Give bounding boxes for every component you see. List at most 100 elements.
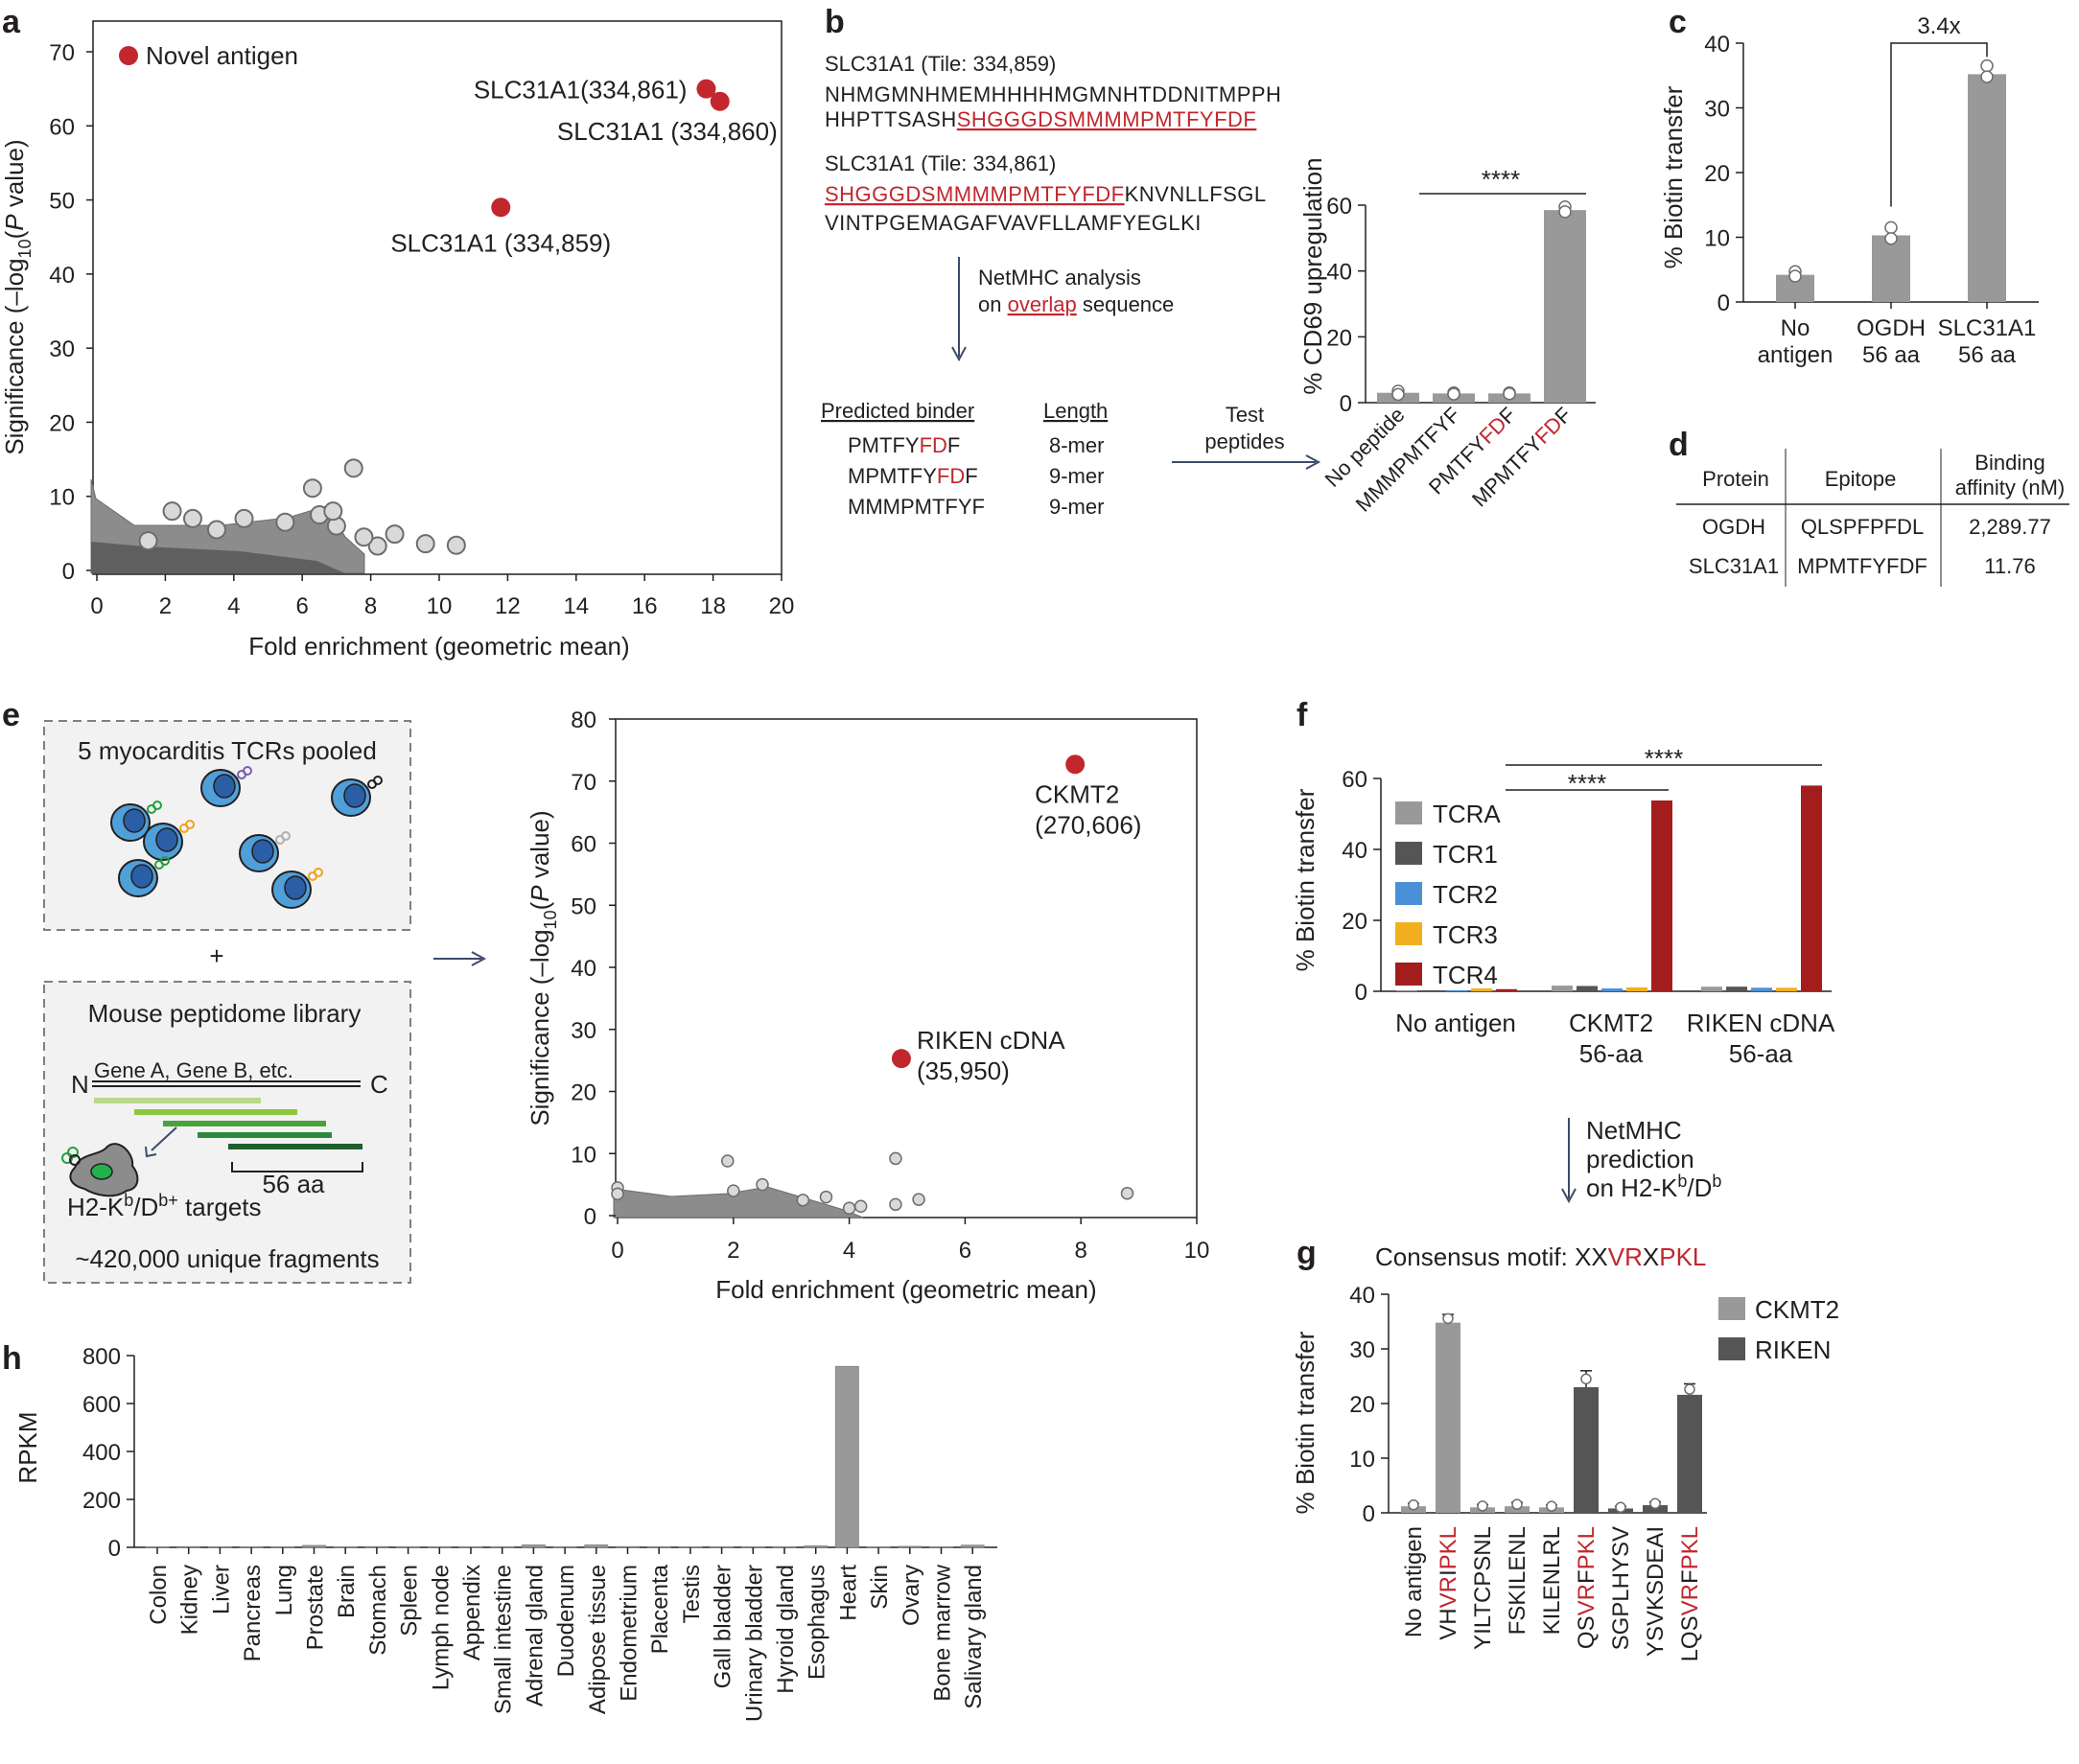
chart-g-category-label: SGPLHYSV (1608, 1526, 1634, 1650)
fg-sup2: b (1712, 1172, 1721, 1191)
chart-e-y-tick-label: 20 (571, 1080, 596, 1106)
netmhc-overlap: overlap (1008, 292, 1077, 316)
chart-h-category-label: Endometrium (617, 1565, 642, 1702)
chart-a-point (345, 459, 362, 476)
chart-h-bar (397, 1547, 420, 1548)
netmhc-prediction-link: NetMHC prediction on H2-Kb/Db (1562, 1116, 1721, 1202)
col-predicted-binder: Predicted binder (821, 399, 974, 423)
chart-h-category-label: Ovary (899, 1565, 924, 1626)
chart-g-category-label-part: YILTCPSNL (1470, 1526, 1496, 1650)
test-peptides-line1: Test (1226, 403, 1264, 427)
chart-g-replicate-point (1685, 1384, 1694, 1394)
binder-sequence-part: FD (920, 433, 947, 457)
chart-a-highlight-label: SLC31A1 (334,860) (557, 117, 778, 146)
chart-a-x-tick-label: 4 (227, 593, 240, 619)
chart-e-x-tick-label: 2 (727, 1238, 739, 1264)
t-cell-nucleus (214, 775, 235, 798)
chart-a-x-tick-label: 18 (700, 593, 726, 619)
chart-e-point (797, 1195, 808, 1206)
chart-a-ylabel: Significance (–log10(P value) (0, 139, 35, 454)
chart-h-y-tick-label: 800 (82, 1344, 121, 1370)
chart-e-point (855, 1200, 867, 1212)
t-cell-nucleus (124, 809, 145, 832)
chart-g-category-label-part: LQS (1677, 1615, 1703, 1661)
chart-c-replicate-point (1981, 71, 1993, 82)
chart-h-category-label: Bone marrow (930, 1564, 956, 1701)
chart-e-y-tick-label: 80 (571, 708, 596, 733)
chart-a-x-tick-label: 6 (296, 593, 309, 619)
chart-g-consensus-motif-part: PKL (1659, 1242, 1706, 1271)
chart-f-category-label: CKMT2 (1569, 1009, 1653, 1037)
chart-a-point (304, 479, 321, 497)
chart-f-legend-label: TCRA (1433, 800, 1501, 828)
chart-g-category-label: YILTCPSNL (1470, 1526, 1496, 1650)
tcr-pool-title: 5 myocarditis TCRs pooled (78, 736, 377, 765)
chart-c-y-tick-label: 30 (1704, 97, 1730, 123)
chart-h-bar (177, 1546, 200, 1547)
tile2-line1-black: KNVNLLFSGL (1125, 182, 1267, 206)
chart-e-ylabel-p1: Significance (–log (526, 929, 554, 1126)
chart-g-category-label-part: SGPLHYSV (1608, 1526, 1634, 1650)
chart-f-legend-label: TCR3 (1433, 920, 1498, 949)
chart-g-category-label-part: VH (1436, 1608, 1461, 1639)
chart-g-legend-swatch (1718, 1337, 1745, 1360)
t-cell-nucleus (285, 876, 306, 899)
t-cell-nucleus (344, 784, 365, 807)
chart-g-consensus-motif-part: X (1643, 1242, 1659, 1271)
chart-a-point (448, 537, 465, 554)
chart-g-consensus-motif-part: Consensus motif: XX (1375, 1242, 1608, 1271)
chart-h-category-label: Liver (208, 1565, 234, 1614)
chart-f-category-label: No antigen (1395, 1009, 1516, 1037)
chart-f-bar (1421, 990, 1442, 991)
chart-c-bar (1968, 74, 2006, 302)
binder-sequence-part: MPMTFY (848, 464, 937, 488)
chart-a-highlight-point (491, 197, 510, 217)
n-terminus-label: N (71, 1070, 89, 1099)
chart-e-y-tick-label: 0 (584, 1204, 596, 1230)
chart-h-category-label: Urinary bladder (741, 1565, 767, 1722)
chart-e-y-tick-label: 10 (571, 1142, 596, 1168)
table-row: SLC31A1 MPMTFYFDF 11.76 (1689, 554, 2036, 578)
chart-h-bar (553, 1547, 576, 1548)
library-schematic: 5 myocarditis TCRs pooled + Mouse peptid… (44, 721, 484, 1283)
binder-sequence-part: F (947, 433, 960, 457)
chart-a-ylabel-sub: 10 (15, 239, 35, 258)
chart-h-bar (835, 1366, 858, 1547)
chart-g-category-label-part: QS (1574, 1615, 1600, 1649)
panel-label-b: b (825, 4, 845, 40)
chart-e-highlight-label: (35,950) (917, 1056, 1010, 1085)
c-terminus-label: C (370, 1070, 388, 1099)
binder-sequence: MPMTFYFDF (848, 464, 978, 488)
chart-h-bar (365, 1546, 388, 1547)
chart-h-category-label: Prostate (303, 1565, 329, 1650)
chart-g-category-label-part: VR (1677, 1584, 1703, 1615)
chart-a-point (276, 514, 293, 531)
chart-c-category-label: OGDH (1857, 315, 1926, 341)
chart-h-y-tick-label: 400 (82, 1440, 121, 1466)
chart-g-replicate-point (1547, 1501, 1556, 1511)
chart-f-bar (1626, 987, 1647, 991)
tile1-line1: NHMGMNHMEMHHHHMGMNHTDDNITMPPH (825, 82, 1281, 106)
chart-h-category-label: Kidney (177, 1565, 203, 1635)
gene-list-label: Gene A, Gene B, etc. (94, 1058, 293, 1082)
chart-h-category-label: Heart (835, 1565, 861, 1621)
table-cell-epitope: QLSPFPFDL (1801, 515, 1924, 539)
chart-a-highlight-label: SLC31A1 (334,859) (390, 228, 611, 257)
chart-g-category-label-part: I (1436, 1569, 1461, 1576)
chart-g-bar (1574, 1387, 1599, 1513)
chart-f-legend-swatch (1395, 922, 1422, 945)
chart-f-legend-label: TCR1 (1433, 840, 1498, 869)
chart-h-bar (961, 1545, 984, 1547)
netmhc-line2: on overlap sequence (978, 292, 1174, 316)
chart-h-bar (805, 1546, 828, 1548)
chart-f-bar (1446, 990, 1467, 991)
chart-f-bar (1601, 988, 1623, 991)
chart-b-y-tick-label: 60 (1326, 194, 1352, 220)
chart-f-bar (1776, 987, 1797, 991)
chart-g-category-label-part: VR (1436, 1576, 1461, 1608)
chart-f-bar (1701, 986, 1722, 991)
chart-e-point (890, 1198, 901, 1210)
panel-label-a: a (2, 4, 21, 40)
chart-g-replicate-point (1512, 1499, 1522, 1509)
chart-a-y-tick-label: 50 (49, 189, 75, 215)
